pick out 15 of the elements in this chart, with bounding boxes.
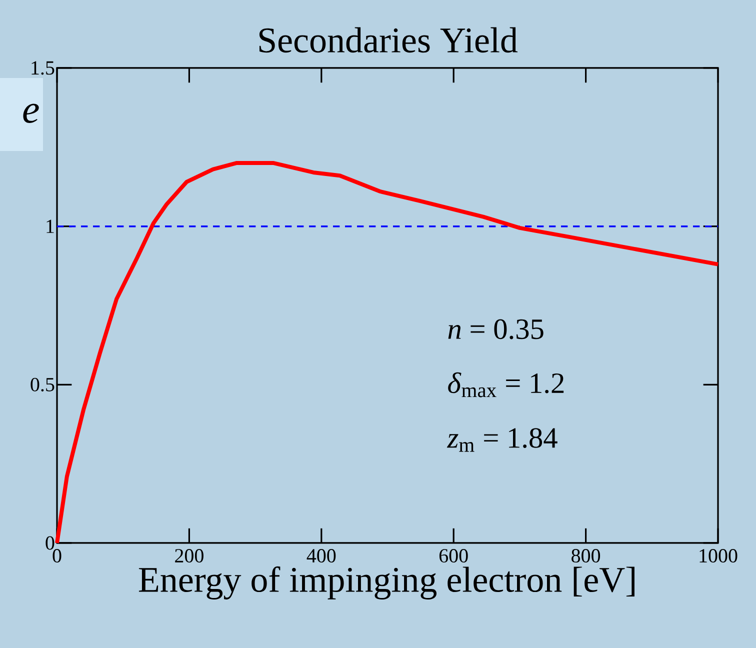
annotation: n = 0.35 <box>448 319 544 340</box>
x-tick-label: 600 <box>439 549 468 563</box>
x-tick-label: 400 <box>306 549 336 563</box>
annotation: z$_{m}$ = 1.84 <box>446 428 558 452</box>
y-tick-label: 1.5 <box>32 61 54 75</box>
x-tick-label: 200 <box>175 549 204 563</box>
x-tick-label: 1000 <box>700 549 738 563</box>
x-axis-title: Energy of impinging electron [eV] <box>138 566 634 600</box>
y-tick-label: 0.5 <box>30 378 54 392</box>
x-tick-label: 800 <box>572 549 600 563</box>
y-tick-label: 0 <box>46 536 54 550</box>
annotation: δ$_{max}$ = 1.2 <box>448 372 564 398</box>
chart-title: Secondaries Yield <box>259 27 518 53</box>
text: e <box>23 104 39 123</box>
y-tick-label: 1 <box>46 220 54 233</box>
